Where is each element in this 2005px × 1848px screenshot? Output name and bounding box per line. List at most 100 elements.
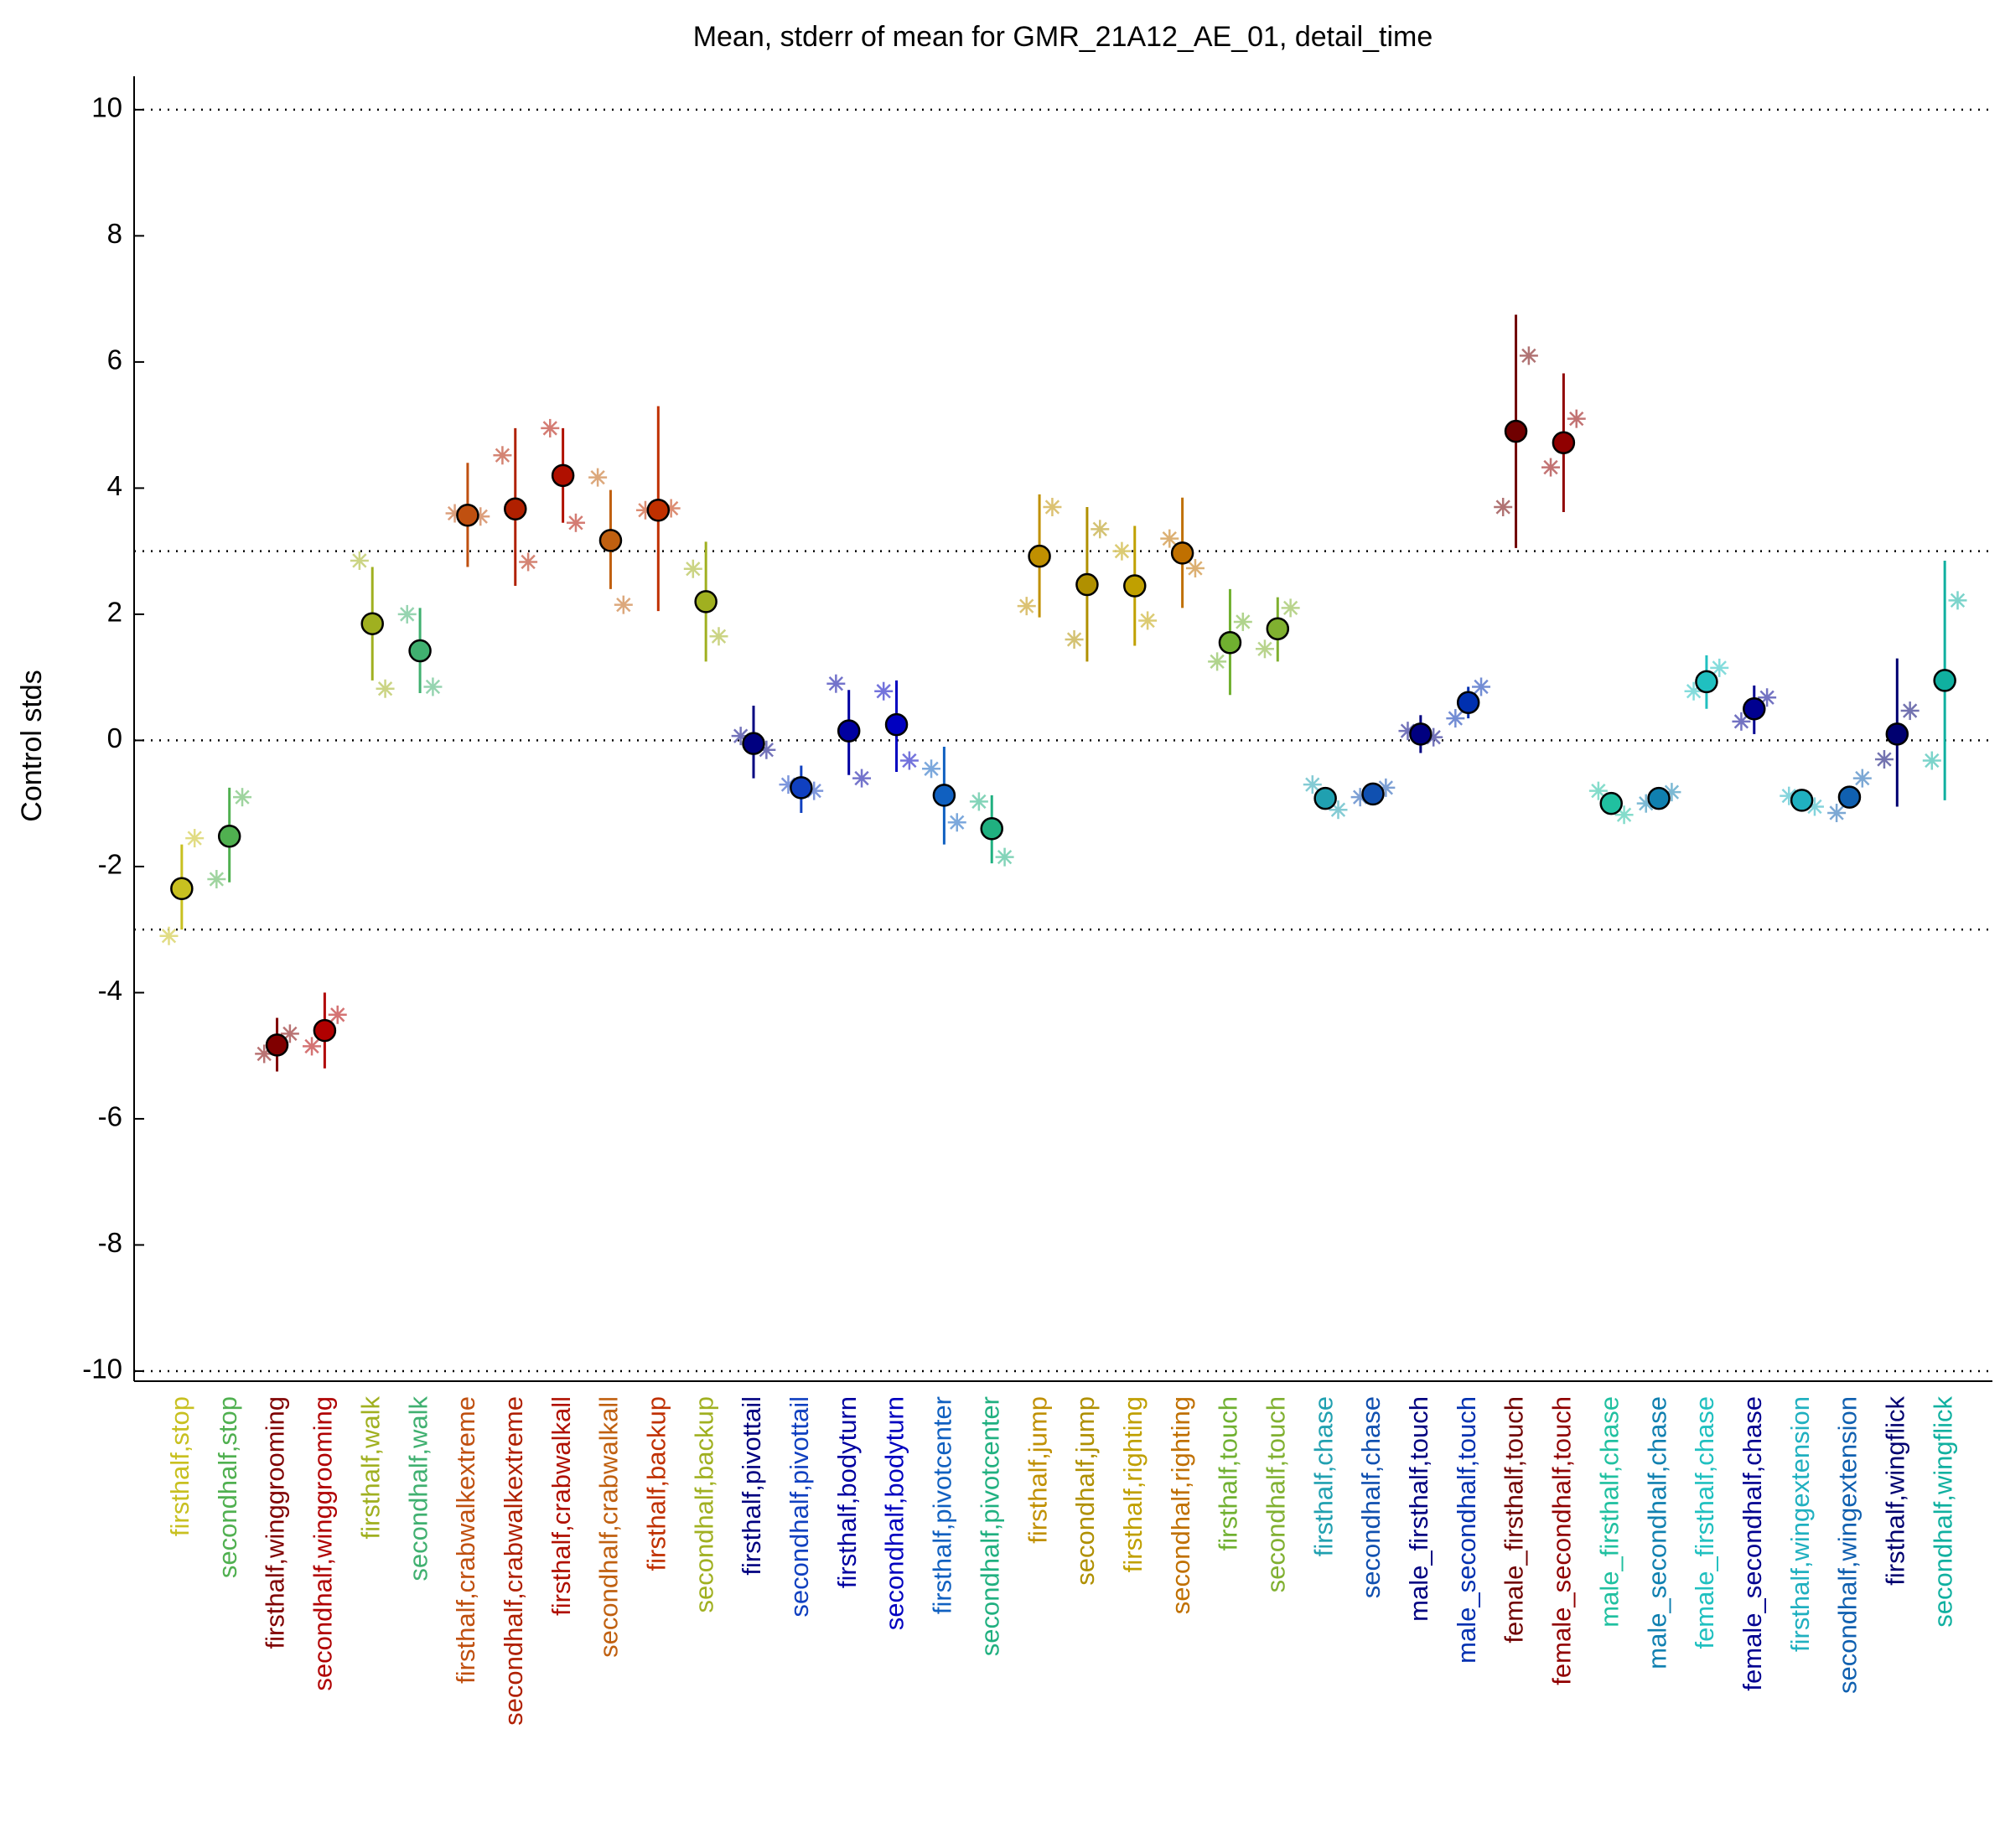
star-marker xyxy=(1472,677,1491,696)
x-tick-label: firsthalf,pivotcenter xyxy=(928,1396,957,1614)
mean-marker xyxy=(1075,572,1099,597)
star-stroke xyxy=(425,679,441,695)
mean-marker xyxy=(1361,782,1385,806)
star-marker xyxy=(493,446,512,465)
star-marker xyxy=(233,788,252,807)
x-tick-label: firsthalf,crabwalkall xyxy=(547,1396,576,1616)
star-marker xyxy=(1065,630,1084,650)
x-tick-label: firsthalf,bodyturn xyxy=(832,1396,862,1588)
star-stroke xyxy=(1495,500,1510,515)
star-marker xyxy=(1303,775,1322,795)
mean-marker xyxy=(790,776,813,800)
mean-marker xyxy=(1837,785,1862,809)
star-stroke xyxy=(352,553,367,568)
star-marker xyxy=(899,751,919,770)
star-marker xyxy=(1710,658,1729,677)
x-tick-label: secondhalf,crabwalkextreme xyxy=(499,1396,528,1726)
x-tick-label: female_secondhalf,chase xyxy=(1738,1396,1767,1691)
y-tick-label: -2 xyxy=(98,849,122,880)
x-tick-label: secondhalf,stop xyxy=(213,1396,242,1578)
mean-marker xyxy=(1504,419,1528,443)
star-marker xyxy=(1160,529,1179,548)
x-tick-label: firsthalf,wingflick xyxy=(1880,1396,1909,1586)
star-marker xyxy=(159,926,179,945)
star-stroke xyxy=(1330,802,1346,817)
mean-marker xyxy=(884,712,909,737)
star-stroke xyxy=(187,831,202,846)
x-tick-label: secondhalf,pivotcenter xyxy=(975,1396,1004,1656)
star-marker xyxy=(185,829,205,848)
y-tick-label: 2 xyxy=(107,597,122,628)
x-tick-label: male_firsthalf,chase xyxy=(1594,1396,1624,1628)
star-stroke xyxy=(330,1007,345,1022)
y-tick-label: 4 xyxy=(107,470,122,501)
star-stroke xyxy=(521,554,536,570)
star-marker xyxy=(397,604,417,624)
star-marker xyxy=(1281,598,1300,618)
x-tick-label: firsthalf,backup xyxy=(641,1396,671,1571)
star-marker xyxy=(566,513,585,532)
x-tick-label: firsthalf,pivottail xyxy=(737,1396,766,1576)
star-marker xyxy=(947,813,966,832)
star-stroke xyxy=(542,421,557,436)
star-marker xyxy=(1185,558,1205,577)
x-tick-label: secondhalf,walk xyxy=(403,1396,433,1581)
star-marker xyxy=(1900,701,1920,721)
star-marker xyxy=(423,677,443,696)
x-tick-label: secondhalf,touch xyxy=(1261,1396,1290,1592)
star-marker xyxy=(1043,497,1062,516)
mean-marker xyxy=(598,529,623,552)
star-stroke xyxy=(759,743,775,758)
star-stroke xyxy=(997,849,1013,865)
y-tick-label: 0 xyxy=(107,722,122,753)
star-stroke xyxy=(686,562,701,577)
star-stroke xyxy=(1140,613,1155,629)
star-marker xyxy=(709,627,728,646)
star-stroke xyxy=(1543,459,1558,475)
star-stroke xyxy=(1114,543,1130,559)
star-stroke xyxy=(971,794,987,810)
x-tick-label: secondhalf,winggrooming xyxy=(308,1396,338,1691)
star-marker xyxy=(1588,781,1608,800)
x-tick-label: firsthalf,stop xyxy=(165,1396,194,1536)
star-marker xyxy=(1541,458,1561,477)
mean-marker xyxy=(932,784,956,807)
star-marker xyxy=(1138,611,1158,630)
y-tick-label: -8 xyxy=(98,1227,122,1258)
star-marker xyxy=(1091,520,1110,539)
star-stroke xyxy=(924,761,939,776)
star-marker xyxy=(1567,409,1586,428)
mean-marker xyxy=(1409,722,1433,746)
mean-marker xyxy=(408,639,432,663)
x-tick-label: secondhalf,jump xyxy=(1070,1396,1100,1586)
star-marker xyxy=(683,559,702,578)
star-stroke xyxy=(304,1038,319,1054)
star-stroke xyxy=(828,676,844,691)
chart-title: Mean, stderr of mean for GMR_21A12_AE_01… xyxy=(693,21,1433,53)
star-stroke xyxy=(1066,632,1082,647)
star-marker xyxy=(1112,541,1132,561)
star-marker xyxy=(757,740,776,759)
x-tick-label: male_secondhalf,touch xyxy=(1452,1396,1481,1664)
star-stroke xyxy=(1855,770,1870,786)
star-marker xyxy=(255,1044,274,1064)
x-tick-label: secondhalf,wingflick xyxy=(1928,1396,1957,1628)
mean-marker xyxy=(1218,631,1242,655)
star-marker xyxy=(376,679,395,698)
star-stroke xyxy=(1044,500,1060,515)
star-marker xyxy=(1827,803,1847,822)
mean-marker xyxy=(1647,786,1671,810)
star-stroke xyxy=(1162,531,1177,546)
mean-marker xyxy=(1790,789,1814,812)
star-marker xyxy=(995,847,1014,867)
star-stroke xyxy=(1877,752,1892,767)
mean-marker xyxy=(551,463,575,488)
star-marker xyxy=(1614,805,1634,825)
star-stroke xyxy=(1521,348,1536,364)
x-tick-label: firsthalf,winggrooming xyxy=(261,1396,290,1649)
y-tick-label: -10 xyxy=(82,1354,122,1385)
star-marker xyxy=(588,468,608,487)
x-tick-label: female_secondhalf,touch xyxy=(1547,1396,1577,1685)
star-marker xyxy=(541,418,560,437)
star-stroke xyxy=(495,448,510,463)
